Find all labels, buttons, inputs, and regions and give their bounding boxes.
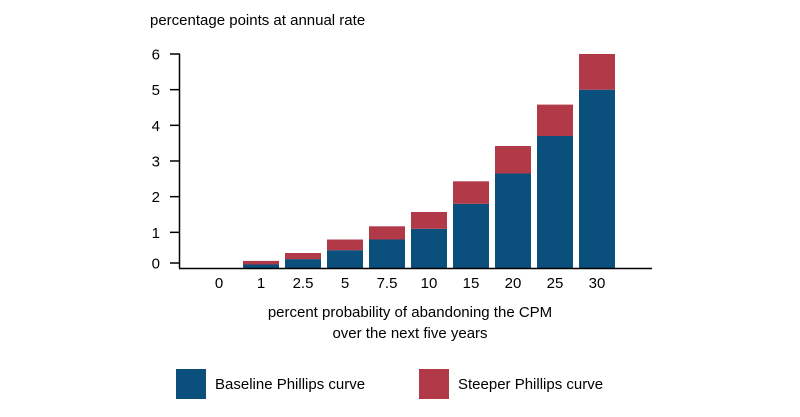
y-tick-label-0: 0	[152, 256, 160, 273]
y-tick-label-5: 5	[152, 82, 160, 99]
bar-baseline-15	[453, 203, 489, 268]
bar-baseline-25	[537, 136, 573, 268]
bar-baseline-10	[411, 228, 447, 268]
x-tick-label-7.5: 7.5	[377, 275, 398, 292]
bar-steeper-5	[327, 239, 363, 251]
legend-swatch-baseline	[176, 369, 206, 399]
stacked-bar-chart: 0 1 2 3 4 5 6 0 1 2.5 5 7.5 10 15 20 25 30	[152, 47, 652, 292]
legend: Baseline Phillips curve Steeper Phillips…	[0, 369, 800, 399]
bar-steeper-30	[579, 54, 615, 90]
y-tick-label-4: 4	[152, 118, 160, 135]
x-axis-title-line-1: percent probability of abandoning the CP…	[267, 304, 553, 321]
bar-baseline-5	[327, 250, 363, 268]
bar-baseline-30	[579, 89, 615, 268]
bar-steeper-20	[495, 146, 531, 174]
y-tick-label-6: 6	[152, 47, 160, 64]
legend-label-baseline: Baseline Phillips curve	[215, 375, 366, 393]
x-tick-label-10: 10	[421, 275, 438, 292]
bars-group	[243, 54, 615, 268]
x-tick-label-20: 20	[505, 275, 522, 292]
legend-label-steeper: Steeper Phillips curve	[458, 375, 604, 393]
y-tick-label-3: 3	[152, 154, 160, 171]
bar-steeper-2.5	[285, 253, 321, 260]
bar-steeper-1	[243, 260, 279, 265]
x-axis-ticks: 0 1 2.5 5 7.5 10 15 20 25 30	[215, 275, 606, 292]
bar-baseline-7.5	[369, 239, 405, 268]
bar-baseline-20	[495, 173, 531, 268]
x-tick-label-15: 15	[463, 275, 480, 292]
bar-steeper-15	[453, 181, 489, 204]
x-axis-title: percent probability of abandoning the CP…	[200, 302, 620, 344]
x-tick-label-1: 1	[257, 275, 265, 292]
y-tick-label-1: 1	[152, 225, 160, 242]
y-axis-ticks: 0 1 2 3 4 5 6	[152, 47, 180, 273]
legend-item-steeper: Steeper Phillips curve	[419, 369, 603, 399]
x-axis-title-line-2: over the next five years	[332, 325, 488, 342]
x-tick-label-30: 30	[589, 275, 606, 292]
bar-steeper-7.5	[369, 226, 405, 240]
bar-baseline-2.5	[285, 259, 321, 268]
x-tick-label-5: 5	[341, 275, 349, 292]
bar-steeper-10	[411, 212, 447, 229]
x-tick-label-0: 0	[215, 275, 223, 292]
x-tick-label-25: 25	[547, 275, 564, 292]
y-axis-title: percentage points at annual rate	[150, 12, 366, 29]
y-tick-label-2: 2	[152, 189, 160, 206]
legend-swatch-steeper	[419, 369, 449, 399]
x-tick-label-2.5: 2.5	[293, 275, 314, 292]
legend-item-baseline: Baseline Phillips curve	[176, 369, 365, 399]
bar-baseline-1	[243, 264, 279, 268]
bar-steeper-25	[537, 104, 573, 136]
